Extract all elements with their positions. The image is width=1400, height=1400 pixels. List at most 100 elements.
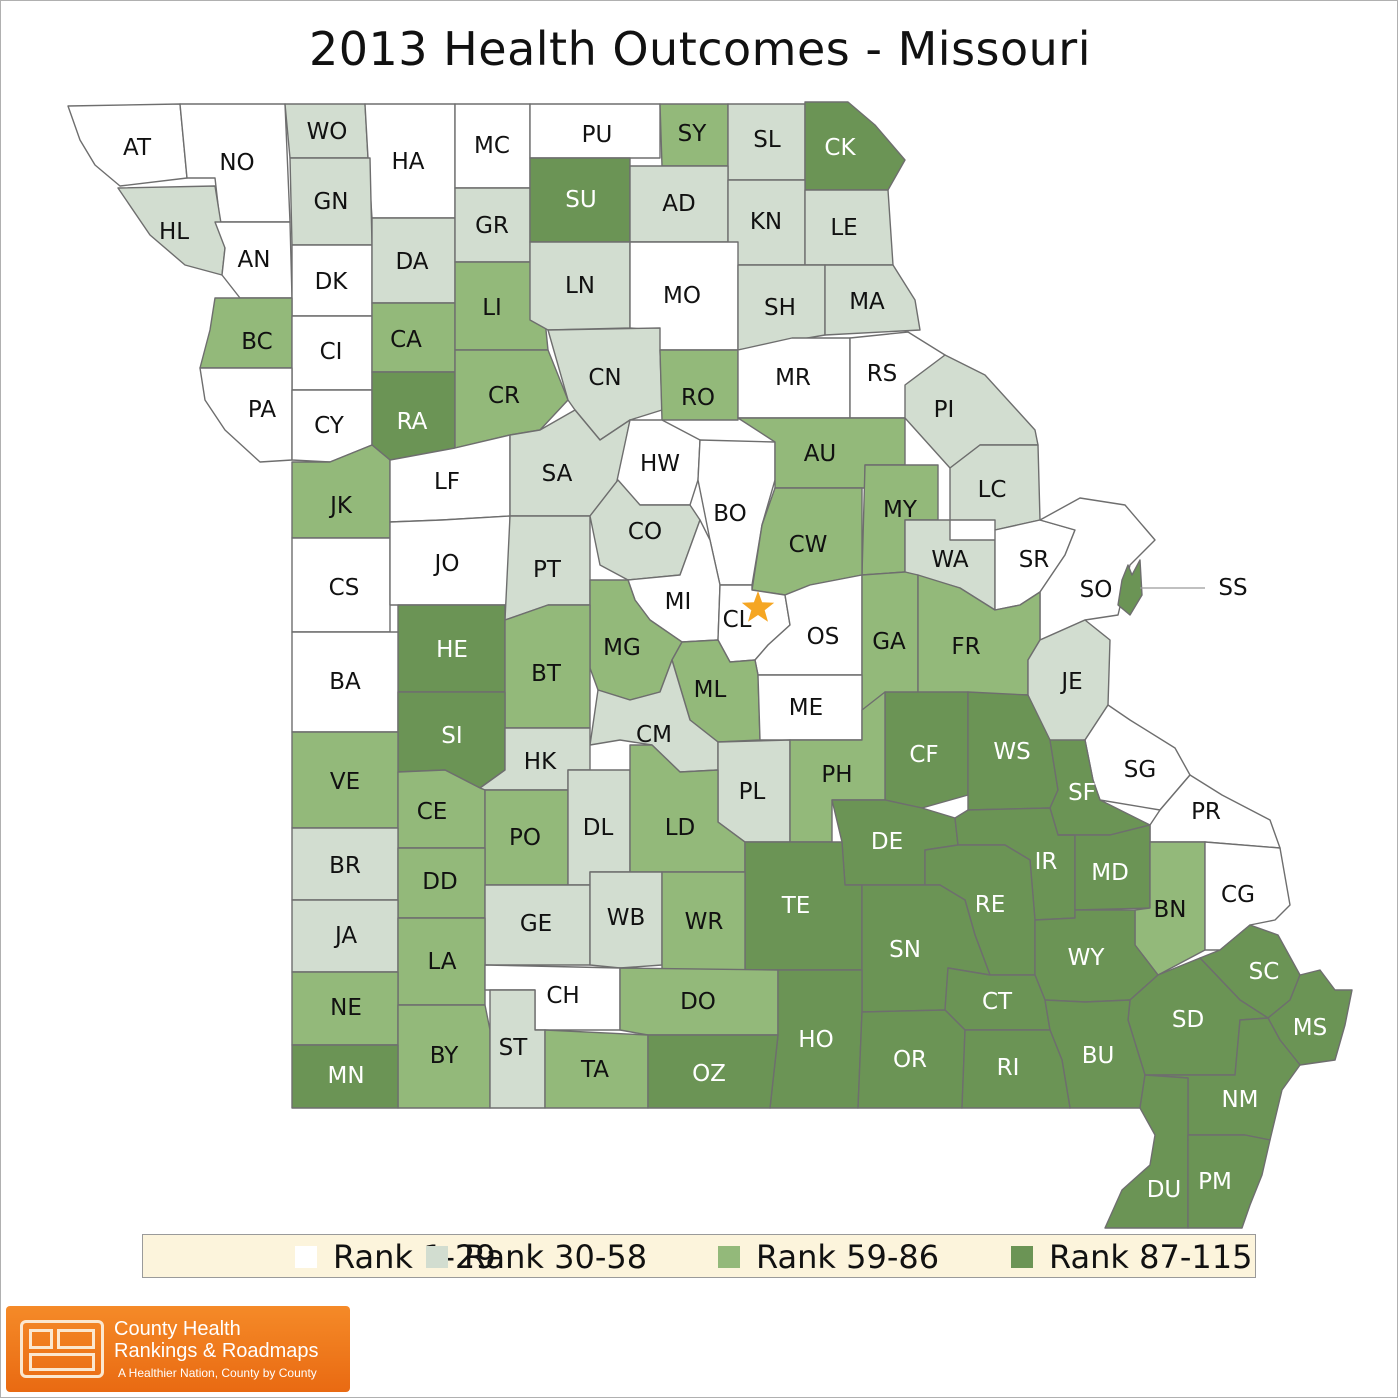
county-label-gn: GN xyxy=(313,189,348,215)
county-label-wo: WO xyxy=(307,119,348,145)
county-ma[interactable] xyxy=(824,264,921,336)
logo-title-line2: Rankings & Roadmaps xyxy=(114,1340,319,1362)
county-label-sd: SD xyxy=(1172,1007,1204,1033)
county-label-pa: PA xyxy=(248,397,276,423)
legend-item-rank-3: Rank 59-86 xyxy=(718,1235,939,1279)
county-label-si: SI xyxy=(441,723,462,749)
county-pa[interactable] xyxy=(199,367,293,463)
logo-icon xyxy=(20,1320,104,1378)
county-label-au: AU xyxy=(804,441,837,467)
county-label-jo: JO xyxy=(433,551,460,577)
county-label-os: OS xyxy=(807,624,840,650)
county-label-ma: MA xyxy=(849,289,885,315)
county-li[interactable] xyxy=(454,261,549,351)
county-wb[interactable] xyxy=(589,871,663,969)
county-label-ve: VE xyxy=(330,769,360,795)
county-label-li: LI xyxy=(482,295,502,321)
county-label-sr: SR xyxy=(1019,547,1050,573)
county-label-sf: SF xyxy=(1068,780,1096,806)
county-label-cy: CY xyxy=(314,413,345,439)
page-title: 2013 Health Outcomes - Missouri xyxy=(308,22,1091,76)
county-label-ch: CH xyxy=(546,983,579,1009)
county-label-at: AT xyxy=(123,135,152,161)
county-pu[interactable] xyxy=(529,103,661,159)
county-label-cg: CG xyxy=(1221,882,1255,908)
county-label-ri: RI xyxy=(997,1055,1020,1081)
county-label-mg: MG xyxy=(603,635,641,661)
county-label-ad: AD xyxy=(662,191,695,217)
county-label-so: SO xyxy=(1080,577,1113,603)
legend-item-rank-2: Rank 30-58 xyxy=(426,1235,647,1279)
county-label-sn: SN xyxy=(889,937,921,963)
county-label-fr: FR xyxy=(951,634,980,660)
county-label-gr: GR xyxy=(475,213,509,239)
county-ss[interactable] xyxy=(1117,559,1143,616)
county-label-te: TE xyxy=(781,893,811,919)
county-label-or: OR xyxy=(893,1047,927,1073)
county-label-wa: WA xyxy=(931,547,968,573)
county-label-ld: LD xyxy=(665,815,696,841)
county-ri[interactable] xyxy=(961,1029,1071,1109)
county-oz[interactable] xyxy=(647,1034,779,1109)
county-cg[interactable] xyxy=(1204,841,1291,951)
county-label-me: ME xyxy=(789,695,823,721)
county-label-lc: LC xyxy=(978,477,1007,503)
county-so[interactable] xyxy=(1039,497,1156,641)
county-label-hw: HW xyxy=(640,451,680,477)
county-label-pm: PM xyxy=(1198,1169,1232,1195)
county-label-la: LA xyxy=(427,949,456,975)
county-label-ba: BA xyxy=(329,669,361,695)
legend-label: Rank 59-86 xyxy=(756,1238,940,1276)
county-label-ne: NE xyxy=(330,995,362,1021)
county-mn[interactable] xyxy=(291,1044,399,1109)
county-du[interactable] xyxy=(1104,1074,1189,1229)
county-pm[interactable] xyxy=(1187,1134,1271,1229)
county-label-ir: IR xyxy=(1035,849,1058,875)
county-label-de: DE xyxy=(871,829,903,855)
legend-label: Rank 1-29 xyxy=(333,1238,496,1276)
county-label-du: DU xyxy=(1147,1177,1182,1203)
county-label-ms: MS xyxy=(1293,1015,1327,1041)
legend-swatch xyxy=(295,1246,317,1268)
county-label-st: ST xyxy=(499,1035,529,1061)
legend: Rank 1-29 Rank 30-58 Rank 59-86 Rank 87-… xyxy=(142,1234,1256,1278)
county-label-dk: DK xyxy=(315,269,349,295)
county-label-bu: BU xyxy=(1082,1043,1115,1069)
county-label-cm: CM xyxy=(636,722,672,748)
county-label-lf: LF xyxy=(434,469,460,495)
county-label-he: HE xyxy=(436,637,468,663)
county-label-bt: BT xyxy=(531,661,562,687)
county-label-rs: RS xyxy=(867,361,898,387)
county-label-by: BY xyxy=(430,1043,460,1069)
logo-tagline: A Healthier Nation, County by County xyxy=(118,1366,317,1380)
county-label-ce: CE xyxy=(417,799,448,825)
county-ro[interactable] xyxy=(659,349,739,421)
county-label-do: DO xyxy=(680,989,716,1015)
county-health-rankings-logo[interactable]: County Health Rankings & Roadmaps A Heal… xyxy=(6,1306,350,1392)
county-label-kn: KN xyxy=(750,209,782,235)
county-label-ml: ML xyxy=(694,677,727,703)
county-label-ca: CA xyxy=(390,327,422,353)
county-label-my: MY xyxy=(883,497,918,523)
county-label-bo: BO xyxy=(713,501,746,527)
county-label-bc: BC xyxy=(241,329,272,355)
county-label-cl: CL xyxy=(723,607,752,633)
county-label-ws: WS xyxy=(993,739,1030,765)
county-label-ro: RO xyxy=(681,385,715,411)
county-label-ci: CI xyxy=(320,339,343,365)
county-label-mr: MR xyxy=(775,365,811,391)
county-label-hk: HK xyxy=(524,749,557,775)
county-label-su: SU xyxy=(565,187,596,213)
capital-star-icon xyxy=(741,591,775,622)
county-label-le: LE xyxy=(830,215,857,241)
legend-item-rank-1: Rank 1-29 xyxy=(295,1235,496,1279)
county-label-da: DA xyxy=(395,249,428,275)
county-label-cw: CW xyxy=(789,532,828,558)
county-label-cs: CS xyxy=(329,575,360,601)
county-label-pi: PI xyxy=(934,397,955,423)
county-label-ja: JA xyxy=(333,923,357,949)
county-label-mc: MC xyxy=(474,133,510,159)
county-label-ck: CK xyxy=(824,135,856,161)
county-label-je: JE xyxy=(1059,669,1082,695)
